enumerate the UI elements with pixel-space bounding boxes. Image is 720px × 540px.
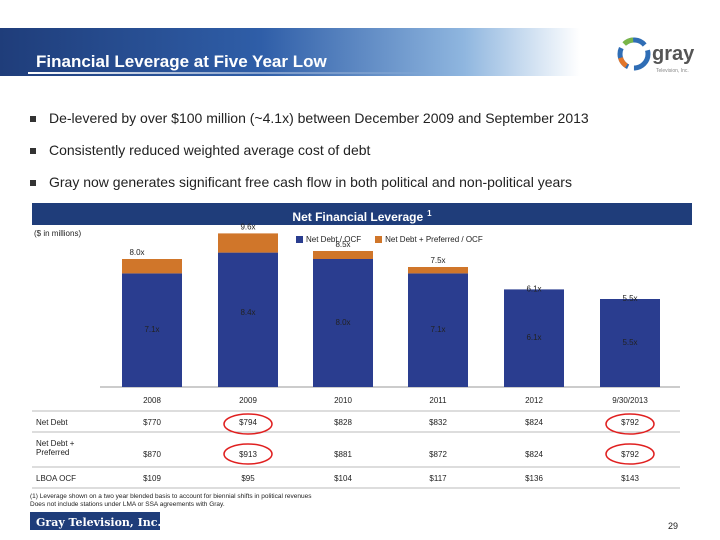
category-label: 2012 [525,396,543,405]
table-cell: $794 [239,418,257,427]
gray-logo: gray Television, Inc. [612,30,712,78]
table-cell: $109 [143,474,161,483]
table-cell: $824 [525,450,543,459]
legend-swatch [296,236,303,243]
table-row-label: LBOA OCF [36,474,77,483]
highlight-oval [605,413,655,435]
table-cell: $792 [621,450,639,459]
bullet-item: Gray now generates significant free cash… [30,174,589,206]
category-label: 2008 [143,396,161,405]
bar-preferred [408,267,468,274]
category-label: 2011 [429,396,447,405]
footnote: (1) Leverage shown on a two year blended… [30,493,311,509]
bullet-item: De-levered by over $100 million (~4.1x) … [30,110,589,142]
chart-title-bar: Net Financial Leverage 1 [32,203,692,225]
page-number: 29 [668,521,679,531]
logo-wordmark: gray [652,43,695,65]
units-label: ($ in millions) [34,229,82,238]
data-label-total: 8.5x [335,240,350,249]
data-label-net-debt: 8.4x [240,308,255,317]
data-label-total: 7.5x [430,256,445,265]
title-banner [0,28,580,76]
data-label-net-debt: 5.5x [622,338,637,347]
chart-title-footnote-ref: 1 [427,209,432,218]
table-cell: $95 [241,474,255,483]
data-label-total: 5.5x [622,294,637,303]
data-label-net-debt: 8.0x [335,318,350,327]
title-underline [28,72,428,74]
data-label-net-debt: 6.1x [526,333,541,342]
legend-item: Net Debt / OCF [296,235,361,244]
legend-swatch [375,236,383,243]
bar-net-debt [313,259,373,387]
bar-net-debt [122,273,182,387]
data-label-total: 8.0x [129,248,144,257]
table-cell: $870 [143,450,161,459]
footnote-line: Does not include stations under LMA or S… [30,501,225,508]
table-cell: $824 [525,418,543,427]
bullet-item: Consistently reduced weighted average co… [30,142,589,174]
table-cell: $117 [429,474,447,483]
bullet-square-icon [30,148,36,154]
table-cell: $832 [429,418,447,427]
table-cell: $828 [334,418,352,427]
table-row-label: Net Debt + Preferred [36,439,75,457]
footnote-line: (1) Leverage shown on a two year blended… [30,493,312,500]
bullet-square-icon [30,180,36,186]
bullet-list: De-levered by over $100 million (~4.1x) … [30,110,589,206]
table-cell: $136 [525,474,543,483]
chart-title: Net Financial Leverage [292,210,424,224]
highlight-oval [223,413,273,435]
bar-preferred [122,259,182,274]
table-cell: $913 [239,450,257,459]
category-label: 2009 [239,396,257,405]
table-cell: $770 [143,418,161,427]
table-cell: $881 [334,450,352,459]
table-cell: $792 [621,418,639,427]
bar-net-debt [600,299,660,387]
table-cell: $872 [429,450,447,459]
logo-tagline: Television, Inc. [656,68,689,74]
footer-brand: Gray Television, Inc. [36,516,162,529]
table-cell: $143 [621,474,639,483]
bar-net-debt [218,252,278,387]
data-label-total: 6.1x [526,284,541,293]
chart-legend: Net Debt / OCF Net Debt + Preferred / OC… [296,235,483,244]
data-label-total: 9.6x [240,222,255,231]
bar-preferred [218,233,278,253]
bar-net-debt [408,273,468,387]
legend-item: Net Debt + Preferred / OCF [375,235,483,244]
footer-brand-bar [30,512,160,530]
page-title: Financial Leverage at Five Year Low [36,52,327,71]
highlight-oval [223,443,273,465]
table-row-label: Net Debt [36,418,68,427]
category-label: 9/30/2013 [612,396,648,405]
table-cell: $104 [334,474,352,483]
highlight-oval [605,443,655,465]
data-label-net-debt: 7.1x [144,325,159,334]
bar-net-debt [504,289,564,387]
bullet-square-icon [30,116,36,122]
category-label: 2010 [334,396,352,405]
bar-preferred [313,251,373,259]
data-label-net-debt: 7.1x [430,325,445,334]
